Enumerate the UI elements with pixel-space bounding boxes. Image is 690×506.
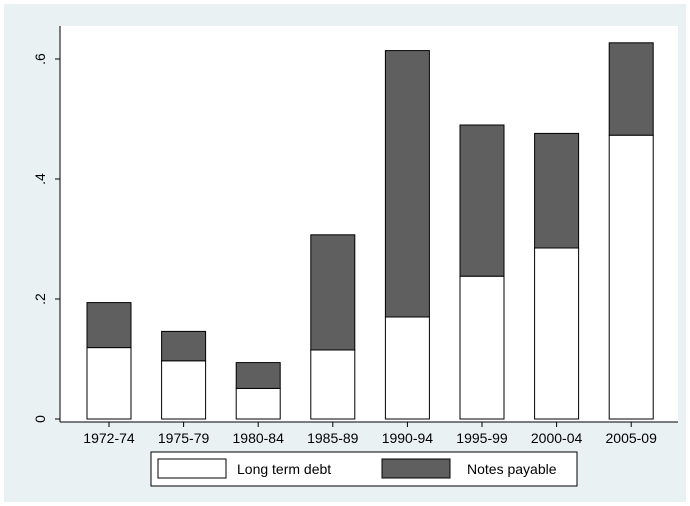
- bar-notes-payable-1980-84: [235, 362, 281, 389]
- legend-label-long-term-debt: Long term debt: [237, 461, 331, 477]
- x-tick-label: 1975-79: [158, 430, 210, 446]
- y-tick-label: .6: [32, 53, 48, 65]
- bar-notes-payable-1985-89: [310, 234, 356, 351]
- x-tick-label: 1985-89: [307, 430, 359, 446]
- x-tick-label: 1980-84: [233, 430, 285, 446]
- y-tick-label: .2: [32, 293, 48, 305]
- y-tick-label: .4: [32, 173, 48, 185]
- x-tick-label: 1995-99: [456, 430, 508, 446]
- y-axis: 0 .2 .4 .6: [32, 26, 61, 423]
- bar-long-term-debt-1995-99: [459, 275, 505, 420]
- bar-long-term-debt-1980-84: [235, 387, 281, 420]
- x-axis: 1972-74 1975-79 1980-84 1985-89 1990-94 1995-…: [60, 421, 678, 446]
- bar-chart: 0 .2 .4 .6 1972-74 1975-79 1980-84 1985-89 1990…: [32, 26, 678, 487]
- bar-notes-payable-2005-09: [608, 42, 654, 136]
- bar-long-term-debt-1985-89: [310, 349, 356, 420]
- bar-notes-payable-1990-94: [384, 50, 430, 318]
- bar-long-term-debt-1975-79: [161, 360, 207, 420]
- plot-area: [60, 26, 678, 422]
- bar-long-term-debt-2005-09: [608, 134, 654, 420]
- bar-notes-payable-1975-79: [161, 330, 207, 362]
- bar-long-term-debt-1972-74: [86, 347, 132, 420]
- x-tick-label: 1972-74: [83, 430, 135, 446]
- legend-key-notes-payable: [381, 458, 451, 479]
- bars-layer: [86, 42, 654, 420]
- legend: Long term debt Notes payable: [150, 451, 578, 487]
- bar-notes-payable-1972-74: [86, 302, 132, 349]
- legend-key-long-term-debt: [157, 458, 227, 479]
- chart-figure: 0 .2 .4 .6 1972-74 1975-79 1980-84 1985-89 1990…: [4, 4, 686, 502]
- x-tick-label: 2000-04: [531, 430, 583, 446]
- x-tick-label: 2005-09: [606, 430, 658, 446]
- bar-notes-payable-1995-99: [459, 124, 505, 277]
- bar-notes-payable-2000-04: [534, 132, 580, 249]
- y-tick-label: 0: [32, 415, 48, 423]
- x-tick-label: 1990-94: [382, 430, 434, 446]
- legend-label-notes-payable: Notes payable: [467, 461, 557, 477]
- bar-long-term-debt-2000-04: [534, 247, 580, 420]
- bar-long-term-debt-1990-94: [384, 316, 430, 420]
